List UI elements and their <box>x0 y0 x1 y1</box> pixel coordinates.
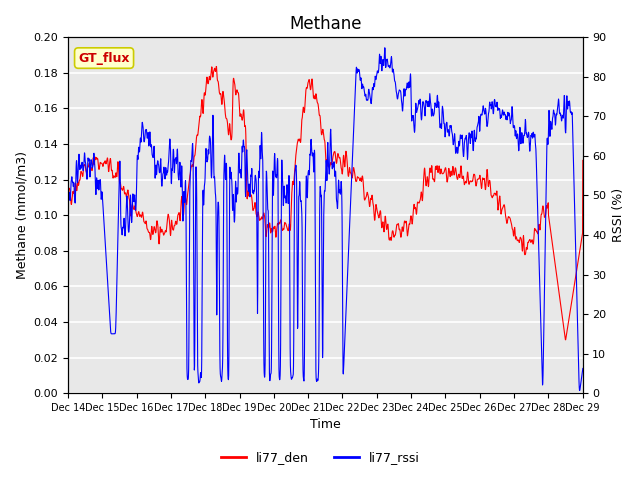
li77_rssi <box>605 168 613 174</box>
li77_rssi <box>576 387 584 393</box>
li77_den <box>376 212 383 217</box>
li77_den <box>508 223 516 229</box>
li77_rssi <box>237 175 245 181</box>
Text: GT_flux: GT_flux <box>78 51 130 65</box>
li77_den <box>605 214 613 219</box>
li77_rssi <box>119 224 127 230</box>
Y-axis label: RSSI (%): RSSI (%) <box>612 188 625 242</box>
li77_den <box>561 337 569 343</box>
Line: li77_den: li77_den <box>68 67 617 340</box>
li77_den <box>613 212 621 218</box>
li77_rssi <box>64 192 72 198</box>
li77_rssi <box>539 380 547 386</box>
Title: Methane: Methane <box>289 15 362 33</box>
li77_den <box>64 188 72 194</box>
X-axis label: Time: Time <box>310 419 340 432</box>
li77_rssi <box>381 45 388 51</box>
li77_den <box>212 64 220 70</box>
li77_rssi <box>613 115 621 120</box>
li77_rssi <box>376 54 383 60</box>
Line: li77_rssi: li77_rssi <box>68 48 617 390</box>
li77_rssi <box>508 108 516 113</box>
Legend: li77_den, li77_rssi: li77_den, li77_rssi <box>216 446 424 469</box>
li77_den <box>237 115 245 120</box>
li77_den <box>119 187 127 192</box>
Y-axis label: Methane (mmol/m3): Methane (mmol/m3) <box>15 151 28 279</box>
li77_den <box>539 203 547 209</box>
